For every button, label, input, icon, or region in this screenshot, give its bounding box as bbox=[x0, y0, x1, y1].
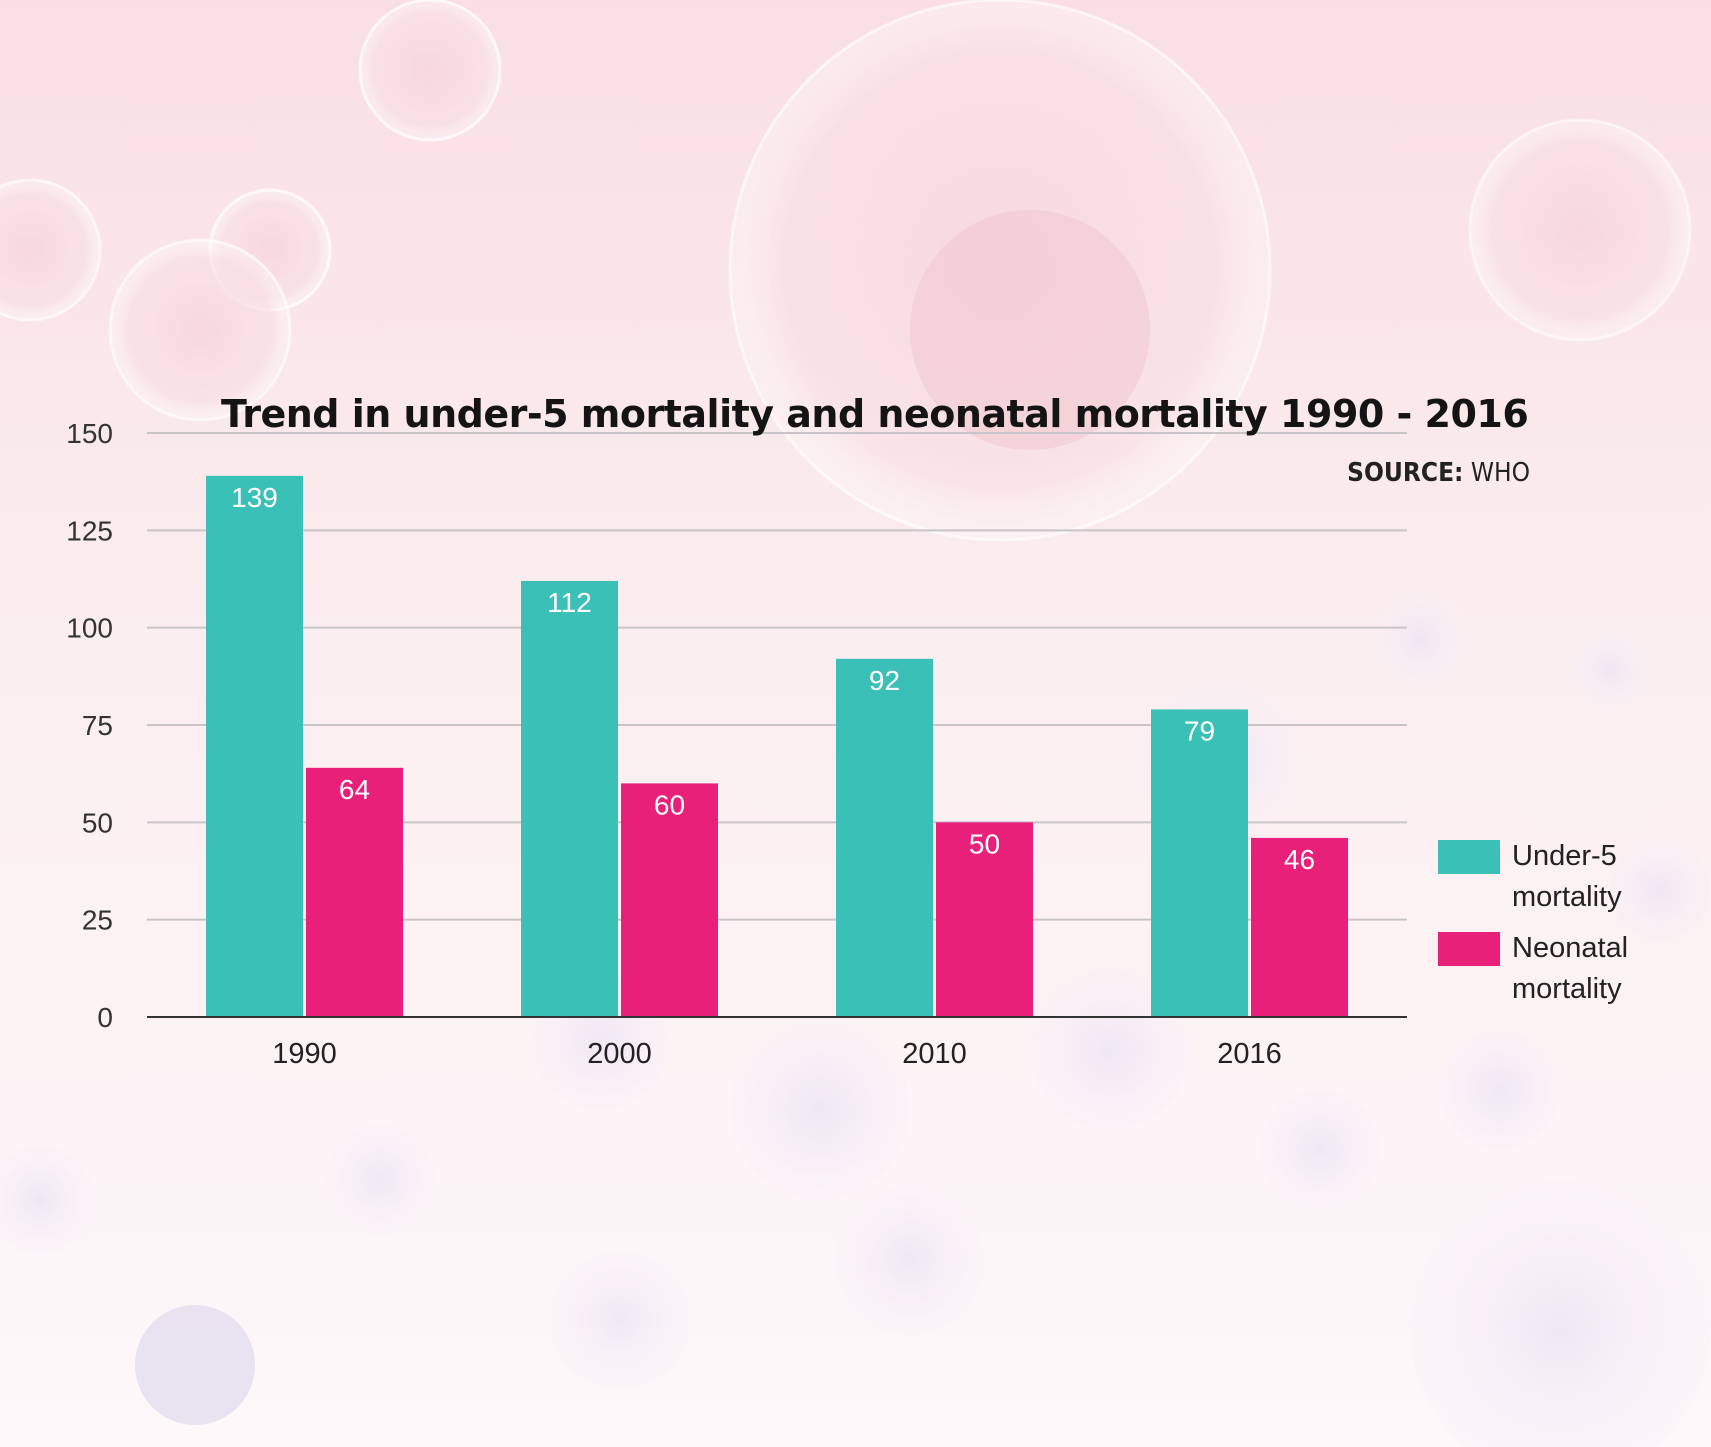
bar bbox=[521, 580, 618, 1017]
bar bbox=[936, 822, 1033, 1017]
bar bbox=[306, 767, 403, 1017]
data-label: 60 bbox=[654, 789, 685, 820]
bars: 139 64 112 60 92 50 79 46 bbox=[206, 475, 1348, 1017]
legend-label-under5: Under-5 mortality bbox=[1512, 840, 1622, 913]
y-tick-label: 50 bbox=[82, 807, 113, 838]
x-tick-label: 2010 bbox=[902, 1038, 967, 1070]
x-tick-label: 2000 bbox=[587, 1038, 652, 1070]
y-axis-ticks: 0 25 50 75 100 125 150 bbox=[66, 418, 113, 1033]
data-label: 112 bbox=[547, 587, 592, 618]
y-tick-label: 75 bbox=[82, 710, 113, 741]
data-label: 46 bbox=[1284, 844, 1315, 875]
chart-title: Trend in under-5 mortality and neonatal … bbox=[221, 392, 1529, 436]
source-credit: SOURCE: WHO bbox=[1347, 458, 1530, 488]
bar bbox=[206, 475, 303, 1017]
y-tick-label: 100 bbox=[66, 613, 113, 644]
x-tick-label: 2016 bbox=[1217, 1038, 1282, 1070]
bar bbox=[1251, 837, 1348, 1017]
x-axis-ticks: 1990 2000 2010 2016 bbox=[272, 1038, 1282, 1070]
bar bbox=[836, 658, 933, 1017]
legend-label-neonatal: Neonatal mortality bbox=[1512, 932, 1629, 1005]
data-label: 92 bbox=[869, 665, 900, 696]
data-label: 64 bbox=[339, 774, 370, 805]
x-tick-label: 1990 bbox=[272, 1038, 337, 1070]
source-label: SOURCE: bbox=[1347, 458, 1464, 488]
data-label: 50 bbox=[969, 828, 1000, 859]
y-tick-label: 125 bbox=[66, 515, 113, 546]
bar bbox=[621, 783, 718, 1017]
legend-swatch-neonatal bbox=[1438, 932, 1500, 966]
y-tick-label: 0 bbox=[97, 1002, 113, 1033]
bar bbox=[1151, 709, 1248, 1017]
y-tick-label: 25 bbox=[82, 905, 113, 936]
y-tick-label: 150 bbox=[66, 418, 113, 449]
source-value: WHO bbox=[1470, 458, 1530, 488]
data-label: 79 bbox=[1184, 715, 1215, 746]
data-label: 139 bbox=[231, 482, 278, 513]
legend-swatch-under5 bbox=[1438, 840, 1500, 874]
